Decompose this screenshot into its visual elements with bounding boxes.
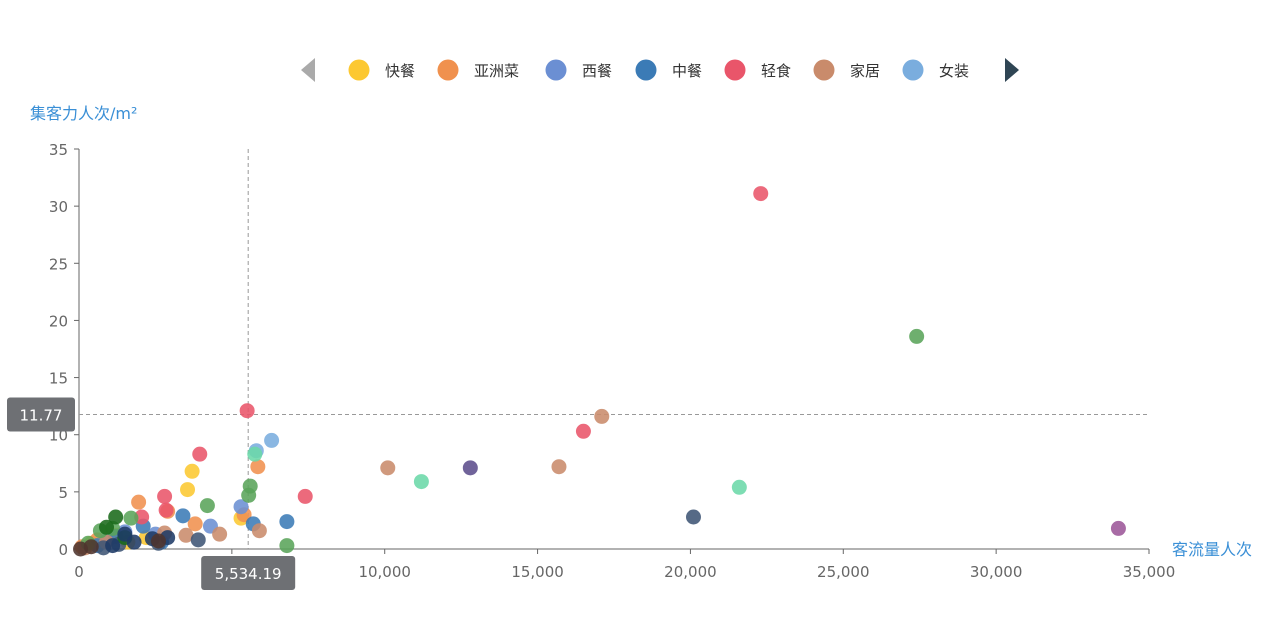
legend-marker — [813, 59, 835, 81]
series — [73, 533, 166, 557]
legend-item[interactable]: 快餐 — [348, 59, 416, 81]
legend-marker — [902, 59, 924, 81]
data-point[interactable] — [131, 494, 147, 510]
data-point[interactable] — [184, 463, 200, 479]
data-point[interactable] — [233, 499, 249, 515]
data-point[interactable] — [731, 479, 747, 495]
axis-pointer-labels: 11.77 5,534.19 — [7, 397, 296, 590]
data-point[interactable] — [73, 541, 89, 557]
x-tick-label: 0 — [74, 563, 84, 581]
data-point[interactable] — [247, 446, 263, 462]
x-axis-title: 客流量人次 — [1172, 540, 1252, 559]
data-point[interactable] — [239, 403, 255, 419]
x-pointer-label-bg — [201, 556, 296, 590]
data-point[interactable] — [264, 432, 280, 448]
data-point[interactable] — [1110, 520, 1126, 536]
x-tick-label: 35,000 — [1123, 563, 1176, 581]
data-point[interactable] — [117, 526, 133, 542]
legend-marker — [545, 59, 567, 81]
data-point[interactable] — [297, 488, 313, 504]
legend-item[interactable]: 轻食 — [724, 59, 792, 81]
axes: 0510152025303505,00010,00015,00020,00025… — [49, 141, 1175, 581]
data-point[interactable] — [192, 446, 208, 462]
axis-pointer-lines — [79, 149, 1149, 549]
data-point[interactable] — [180, 482, 196, 498]
data-point[interactable] — [105, 538, 121, 554]
legend-item[interactable]: 女装 — [902, 59, 970, 81]
y-pointer-label: 11.77 — [7, 397, 75, 432]
legend-marker — [635, 59, 657, 81]
data-point[interactable] — [175, 508, 191, 524]
legend-marker — [348, 59, 370, 81]
x-pointer-label: 5,534.19 — [201, 556, 296, 590]
y-tick-label: 35 — [49, 141, 68, 159]
legend-label: 西餐 — [582, 62, 612, 80]
data-point[interactable] — [462, 460, 478, 476]
series — [1110, 520, 1126, 536]
y-pointer-label-bg — [7, 397, 75, 432]
data-point[interactable] — [594, 408, 610, 424]
y-tick-label: 15 — [49, 370, 68, 388]
data-point[interactable] — [187, 516, 203, 532]
x-tick-label: 25,000 — [817, 563, 870, 581]
x-tick-label: 15,000 — [511, 563, 564, 581]
legend-label: 中餐 — [672, 62, 702, 80]
y-tick-label: 20 — [49, 312, 68, 330]
legend-label: 轻食 — [761, 62, 791, 80]
data-point[interactable] — [212, 526, 228, 542]
data-point[interactable] — [150, 533, 166, 549]
data-point[interactable] — [199, 498, 215, 514]
data-point[interactable] — [753, 186, 769, 202]
data-point[interactable] — [241, 487, 257, 503]
legend-label: 女装 — [939, 62, 969, 80]
legend-item[interactable]: 中餐 — [635, 59, 703, 81]
data-point[interactable] — [157, 488, 173, 504]
data-point[interactable] — [909, 328, 925, 344]
y-tick-label: 30 — [49, 198, 68, 216]
series — [134, 186, 769, 525]
legend: 快餐 亚洲菜 西餐 中餐 轻食 家居 女装 — [301, 58, 1019, 82]
legend-item[interactable]: 亚洲菜 — [437, 59, 520, 81]
series — [247, 446, 747, 495]
legend-item[interactable]: 家居 — [813, 59, 881, 81]
legend-marker — [437, 59, 459, 81]
legend-marker — [724, 59, 746, 81]
data-points — [73, 186, 1126, 557]
data-point[interactable] — [279, 538, 295, 554]
data-point[interactable] — [575, 423, 591, 439]
data-point[interactable] — [99, 519, 115, 535]
data-point[interactable] — [108, 509, 124, 525]
y-pointer-label-text: 11.77 — [20, 406, 63, 424]
x-tick-label: 10,000 — [358, 563, 411, 581]
legend-label: 快餐 — [385, 62, 415, 80]
data-point[interactable] — [190, 532, 206, 548]
y-tick-label: 0 — [58, 541, 68, 559]
x-tick-label: 20,000 — [664, 563, 717, 581]
y-tick-label: 5 — [58, 484, 68, 502]
data-point[interactable] — [250, 459, 266, 475]
legend-item[interactable]: 西餐 — [545, 59, 613, 81]
legend-prev-page-arrow-icon[interactable] — [301, 58, 315, 82]
legend-next-page-arrow-icon[interactable] — [1005, 58, 1019, 82]
data-point[interactable] — [251, 523, 267, 539]
x-pointer-label-text: 5,534.19 — [215, 565, 282, 583]
data-point[interactable] — [413, 474, 429, 490]
data-point[interactable] — [178, 527, 194, 543]
data-point[interactable] — [685, 509, 701, 525]
legend-label: 亚洲菜 — [474, 62, 519, 80]
data-point[interactable] — [158, 502, 174, 518]
y-tick-label: 25 — [49, 255, 68, 273]
data-point[interactable] — [380, 460, 396, 476]
data-point[interactable] — [123, 510, 139, 526]
data-point[interactable] — [551, 459, 567, 475]
y-axis-title: 集客力人次/m² — [30, 104, 137, 123]
series — [462, 460, 478, 476]
legend-label: 家居 — [850, 62, 880, 80]
data-point[interactable] — [279, 514, 295, 530]
x-tick-label: 30,000 — [970, 563, 1023, 581]
